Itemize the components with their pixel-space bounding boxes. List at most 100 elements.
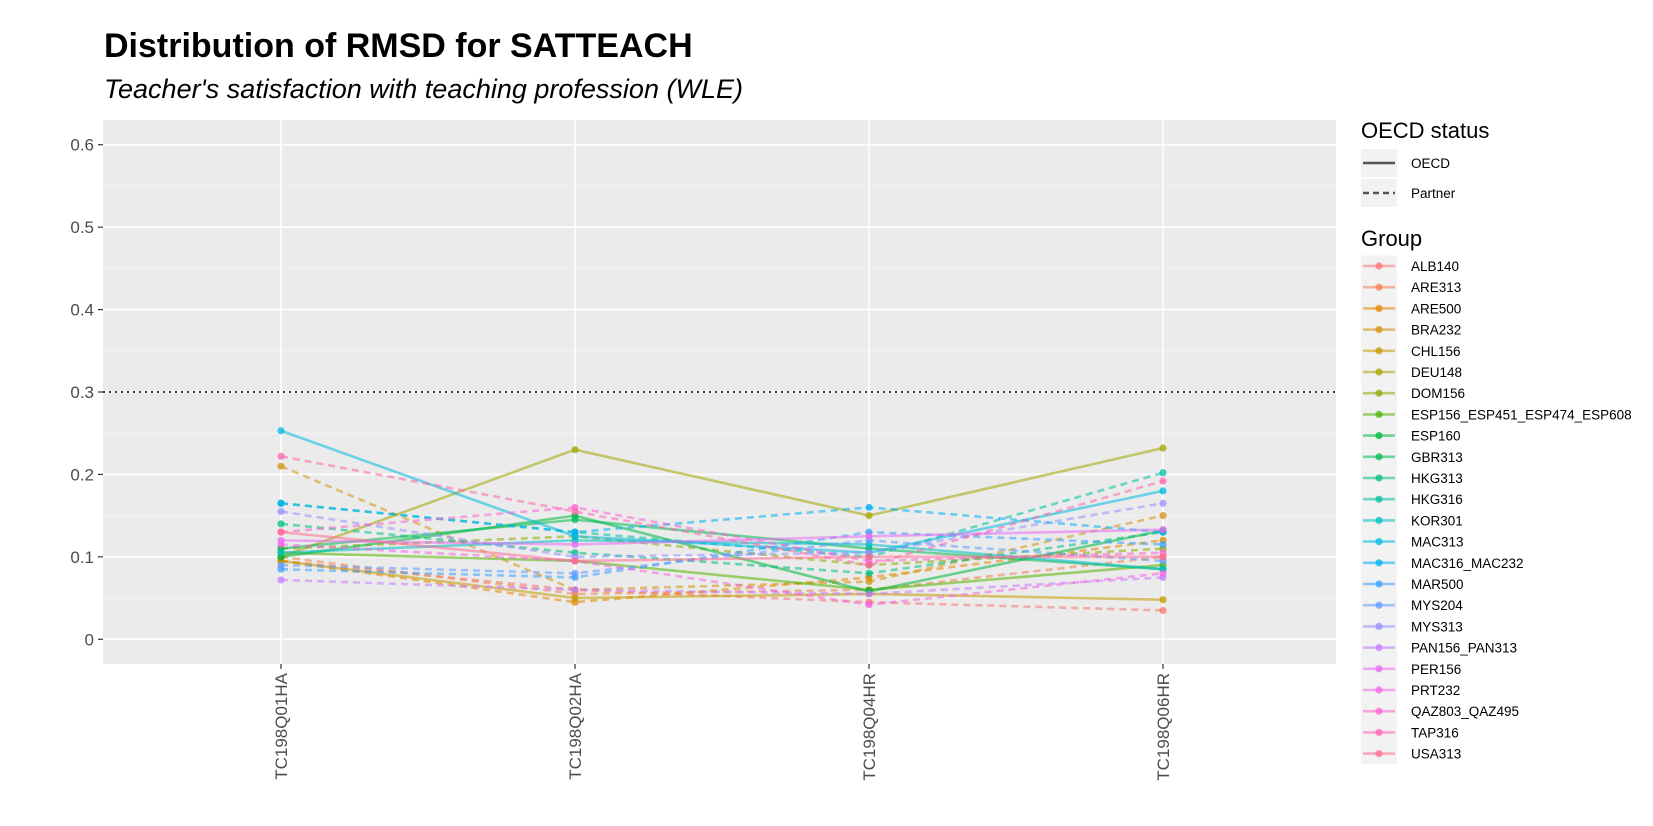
data-point <box>1159 469 1167 477</box>
legend-key-point <box>1375 622 1383 631</box>
x-tick-label: TC198Q02HA <box>566 672 585 779</box>
series-line <box>280 446 1164 559</box>
data-point <box>277 549 285 557</box>
data-point <box>1159 596 1167 604</box>
data-point <box>277 462 285 470</box>
data-point <box>571 569 579 577</box>
data-point <box>277 507 285 516</box>
legend-key-point <box>1375 347 1383 355</box>
series-line <box>280 506 1164 563</box>
x-tick-label: TC198Q06HR <box>1154 673 1173 781</box>
series-line <box>280 576 1164 596</box>
data-point <box>571 586 579 594</box>
legend-item-label: CHL156 <box>1411 344 1461 359</box>
series-line <box>280 522 1164 575</box>
legend-key-point <box>1375 644 1383 652</box>
series-line <box>280 501 1164 559</box>
series-line <box>280 559 1164 602</box>
legend-group-title: Group <box>1361 226 1422 251</box>
legend-item-label: OECD <box>1411 156 1450 171</box>
x-tick-label: TC198Q01HA <box>272 672 291 779</box>
x-axis: TC198Q01HA TC198Q02HA TC198Q04HR TC198Q06HR <box>272 664 1173 781</box>
legend-key-point <box>1375 283 1383 291</box>
data-point <box>865 577 873 586</box>
legend-item-label: PRT232 <box>1411 683 1460 698</box>
legend-key-point <box>1375 686 1383 694</box>
data-point <box>277 528 285 536</box>
series-tap316 <box>277 452 1167 569</box>
data-point <box>865 512 873 520</box>
legend-item-label: HKG313 <box>1411 471 1463 486</box>
series-mys204 <box>277 536 1167 577</box>
legend-item-label: TAP316 <box>1411 725 1459 740</box>
legend-key-point <box>1375 453 1383 461</box>
data-point <box>571 540 579 549</box>
legend-item-label: MAR500 <box>1411 577 1464 592</box>
y-tick-label: 0.2 <box>70 465 94 484</box>
series-per156 <box>277 526 1167 549</box>
series-layer <box>277 427 1167 615</box>
legend-item-label: USA313 <box>1411 747 1461 762</box>
series-line <box>280 530 1163 563</box>
legend-item-label: BRA232 <box>1411 323 1461 338</box>
y-tick-label: 0.5 <box>70 218 94 237</box>
data-point <box>571 594 579 602</box>
data-point <box>1159 526 1167 534</box>
series-line <box>280 501 1164 534</box>
legend-item-label: ESP160 <box>1411 429 1461 444</box>
data-point <box>277 452 285 460</box>
legend-key-point <box>1375 326 1383 334</box>
series-line <box>280 539 1164 604</box>
series-line <box>280 528 1164 546</box>
y-tick-label: 0.3 <box>70 383 94 402</box>
legend-item-label: MAC313 <box>1411 535 1464 550</box>
legend-item-label: ALB140 <box>1411 259 1459 274</box>
legend-key-point <box>1375 665 1383 673</box>
legend-key-point <box>1375 538 1383 546</box>
y-axis: 0 0.1 0.2 0.3 0.4 0.5 0.6 <box>70 136 103 649</box>
legend-key-point <box>1375 262 1383 270</box>
legend-key-point <box>1375 304 1383 312</box>
y-tick-label: 0.4 <box>70 301 94 320</box>
data-point <box>1159 512 1167 520</box>
legend-key-point <box>1375 728 1383 737</box>
series-line <box>280 543 1164 606</box>
legend-key-point <box>1375 559 1383 567</box>
data-point <box>277 427 285 435</box>
data-point <box>865 590 873 598</box>
legend-item-label: Partner <box>1411 186 1456 201</box>
data-point <box>571 507 579 516</box>
legend-key-point <box>1375 707 1383 715</box>
series-usa313 <box>277 528 1167 565</box>
series-line <box>280 455 1164 567</box>
data-point <box>1159 553 1167 561</box>
legend-key-point <box>1375 410 1383 418</box>
series-line <box>280 539 1164 575</box>
legend-item-label: PAN156_PAN313 <box>1411 641 1517 656</box>
y-tick-label: 0.6 <box>70 136 94 155</box>
legend-item-label: ARE500 <box>1411 301 1461 316</box>
legend-key-point <box>1375 580 1383 588</box>
data-point <box>571 516 579 524</box>
legend-key-point <box>1375 601 1383 609</box>
legend-key-point <box>1375 368 1383 376</box>
y-tick-label: 0 <box>85 630 94 649</box>
legend-oecd-status: OECD status OECD Partner <box>1361 118 1489 207</box>
legend-item-label: HKG316 <box>1411 492 1463 507</box>
legend-item-label: DOM156 <box>1411 386 1465 401</box>
data-point <box>277 561 285 569</box>
legend-item-label: ESP156_ESP451_ESP474_ESP608 <box>1411 407 1632 422</box>
data-point <box>277 499 285 507</box>
chart-title: Distribution of RMSD for SATTEACH <box>104 27 693 65</box>
legend-key-point <box>1375 389 1383 397</box>
series-line <box>280 464 1164 592</box>
data-point <box>1159 606 1167 615</box>
series-line <box>280 555 1164 596</box>
data-point <box>571 557 579 565</box>
data-point <box>1159 569 1167 577</box>
legend-item-label: DEU148 <box>1411 365 1462 380</box>
legend-group: Group ALB140 ARE313 ARE500 BRA232 CHL156 DEU1… <box>1361 226 1632 765</box>
data-point <box>277 576 285 584</box>
legend-key-point <box>1375 495 1383 503</box>
